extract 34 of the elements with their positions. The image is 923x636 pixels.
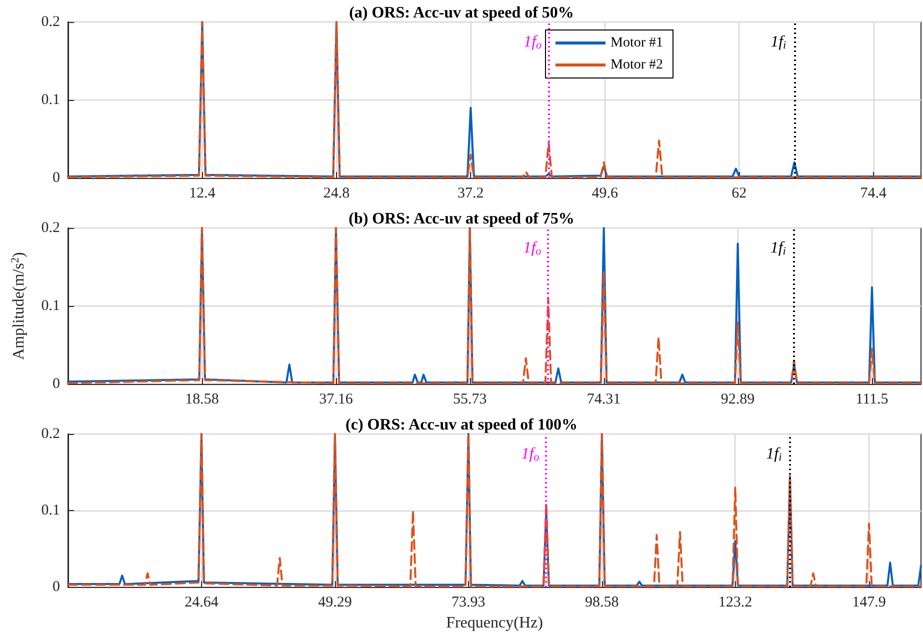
x-tick-label: 73.93 xyxy=(452,594,486,611)
x-tick-label: 123.2 xyxy=(718,594,752,611)
x-tick-label: 37.2 xyxy=(458,186,484,202)
y-tick-label: 0 xyxy=(52,170,60,186)
x-tick-label: 49.6 xyxy=(592,186,619,202)
y-tick-label: 0.2 xyxy=(41,14,60,30)
x-tick-label: 12.4 xyxy=(189,186,216,202)
y-tick-label: 0.2 xyxy=(41,220,60,236)
x-tick-label: 24.64 xyxy=(184,594,219,611)
x-tick-label: 24.8 xyxy=(323,186,350,202)
chart-title: (a) ORS: Acc-uv at speed of 50% xyxy=(349,4,574,22)
x-tick-label: 74.31 xyxy=(586,392,621,408)
x-tick-label: 98.58 xyxy=(585,594,619,611)
x-tick-label: 37.16 xyxy=(319,392,354,408)
x-tick-label: 147.9 xyxy=(852,594,886,611)
chart-title: (b) ORS: Acc-uv at speed of 75% xyxy=(348,210,574,228)
x-tick-label: 92.89 xyxy=(720,392,755,408)
y-tick-label: 0.1 xyxy=(41,298,60,314)
y-tick-label: 0 xyxy=(52,376,60,392)
legend-label: Motor #1 xyxy=(610,36,663,50)
x-tick-label: 49.29 xyxy=(318,594,352,611)
y-tick-label: 0.2 xyxy=(41,426,60,442)
chart-title: (c) ORS: Acc-uv at speed of 100% xyxy=(346,416,578,434)
x-tick-label: 62 xyxy=(732,186,747,202)
legend-label: Motor #2 xyxy=(610,58,663,72)
x-axis-title: Frequency(Hz) xyxy=(446,614,543,632)
x-tick-label: 55.73 xyxy=(452,392,487,408)
y-tick-label: 0.1 xyxy=(41,92,60,108)
x-tick-label: 18.58 xyxy=(185,392,219,408)
y-tick-label: 0.1 xyxy=(41,502,60,519)
y-axis-title: Amplitude(m/s2) xyxy=(9,252,28,360)
x-tick-label: 111.5 xyxy=(856,392,888,408)
y-tick-label: 0 xyxy=(52,579,60,596)
x-tick-label: 74.4 xyxy=(860,186,887,202)
